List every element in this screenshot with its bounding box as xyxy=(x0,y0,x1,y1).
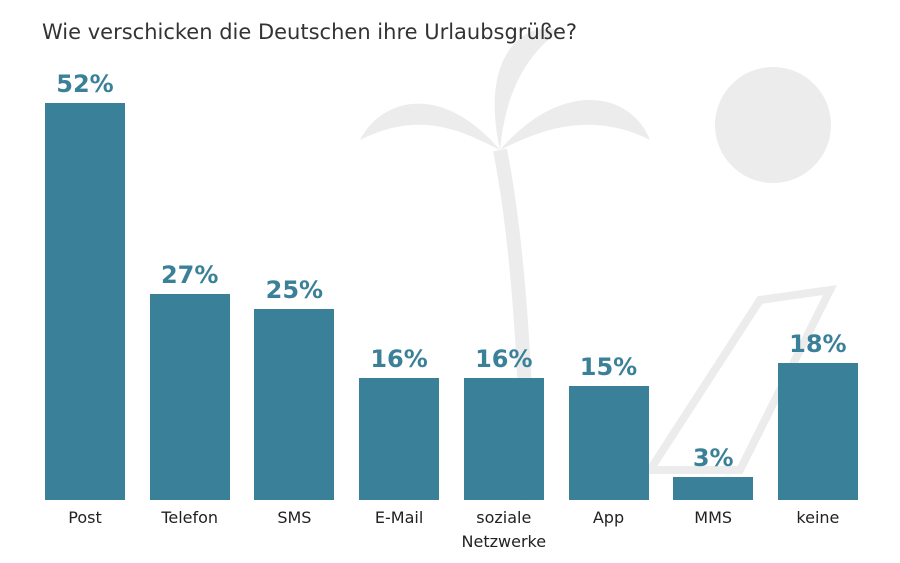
x-tick-label: keine xyxy=(796,508,840,527)
bar xyxy=(45,103,125,500)
value-label: 52% xyxy=(56,70,114,99)
bar xyxy=(777,362,858,500)
value-label: 15% xyxy=(579,352,638,381)
value-label: 25% xyxy=(265,276,324,305)
bar xyxy=(673,477,754,500)
x-tick-label: App xyxy=(592,508,625,527)
x-tick-label: SMS xyxy=(277,508,312,527)
value-label: 16% xyxy=(370,344,428,373)
bar xyxy=(149,293,230,500)
bar xyxy=(254,309,335,500)
bar xyxy=(359,377,440,500)
bar xyxy=(463,377,544,500)
x-tick-label: MMS xyxy=(694,508,733,527)
chart-title: Wie verschicken die Deutschen ihre Urlau… xyxy=(42,20,578,44)
x-tick-label: E-Mail xyxy=(374,508,424,527)
value-label: 16% xyxy=(475,344,533,373)
bar xyxy=(568,385,649,500)
value-label: 3% xyxy=(692,444,734,473)
x-tick-label: Post xyxy=(68,508,102,527)
x-tick-label: soziale Netzwerke xyxy=(461,508,547,551)
x-tick-label: Telefon xyxy=(161,508,219,527)
value-label: 27% xyxy=(160,260,219,289)
sun xyxy=(715,67,831,183)
beach-chair xyxy=(642,284,837,474)
value-label: 18% xyxy=(789,329,847,358)
palm-leaves xyxy=(360,28,650,150)
